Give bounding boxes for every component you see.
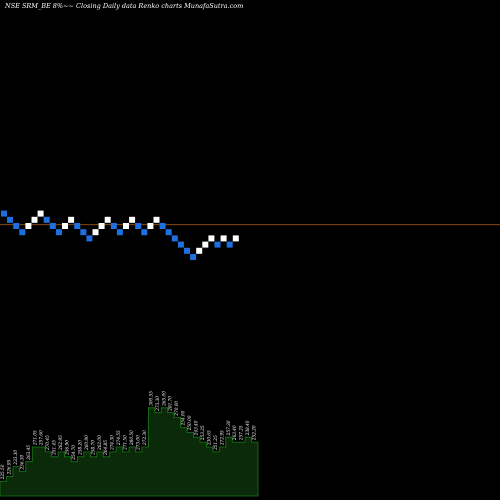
- up-brick: [62, 223, 68, 229]
- volume-label: 274.30: [110, 435, 115, 451]
- volume-label: 281.70: [168, 396, 173, 412]
- volume-label: 257.30: [226, 420, 231, 436]
- volume-label: 236.30: [19, 455, 24, 471]
- up-brick: [37, 210, 44, 217]
- volume-label: 273.00: [135, 435, 140, 451]
- volume-label: 273.30: [155, 396, 160, 412]
- down-brick: [49, 223, 56, 229]
- down-brick: [159, 223, 166, 229]
- down-brick: [110, 223, 117, 229]
- volume-label: 254.70: [71, 445, 76, 461]
- volume-label: 253.25: [200, 425, 205, 441]
- up-brick: [92, 229, 99, 236]
- down-brick: [184, 247, 190, 254]
- up-brick: [147, 223, 154, 229]
- volume-label: 238.40: [245, 420, 250, 436]
- up-brick: [208, 235, 215, 242]
- up-brick: [196, 247, 203, 254]
- volume-label: 263.45: [26, 445, 31, 461]
- down-brick: [171, 235, 178, 242]
- down-brick: [80, 229, 87, 236]
- down-brick: [165, 229, 172, 236]
- down-brick: [1, 210, 7, 217]
- up-brick: [25, 223, 32, 229]
- renko-bricks: [1, 210, 239, 260]
- down-brick: [19, 229, 26, 236]
- down-brick: [226, 241, 233, 248]
- volume-label: 270.00: [174, 401, 179, 417]
- volume-label: 264.85: [103, 440, 108, 456]
- down-brick: [7, 216, 14, 223]
- volume-label: 274.55: [116, 430, 121, 446]
- down-brick: [214, 241, 221, 248]
- up-brick: [202, 241, 209, 248]
- volume-label: 271.50: [123, 435, 128, 451]
- volume-label: 251.25: [213, 435, 218, 451]
- up-brick: [129, 216, 136, 223]
- chart-title: NSE SRM_BE 8%~~ Closing Daily data Renko…: [4, 2, 243, 10]
- volume-label: 257.60: [39, 430, 44, 446]
- volume-label: 280.50: [129, 430, 134, 446]
- volume-area: [0, 407, 259, 497]
- volume-label: 258.70: [90, 440, 95, 456]
- up-brick: [123, 223, 129, 229]
- volume-label: 225.50: [0, 464, 5, 480]
- down-brick: [190, 254, 197, 260]
- up-brick: [68, 216, 75, 223]
- volume-label: 230.65: [206, 430, 211, 446]
- volume-label: 271.05: [32, 430, 37, 446]
- up-brick: [153, 216, 160, 223]
- volume-label: 257.25: [239, 425, 244, 441]
- up-brick: [31, 216, 38, 223]
- volume-label: 300.55: [148, 391, 153, 406]
- down-brick: [74, 223, 81, 229]
- volume-label: 272.30: [142, 430, 147, 446]
- volume-label: 233.30: [13, 450, 18, 466]
- down-brick: [141, 229, 148, 236]
- volume-label: 226.95: [6, 459, 11, 475]
- volume-label: 260.90: [84, 435, 89, 451]
- down-brick: [55, 229, 62, 236]
- volume-label: 258.20: [77, 440, 82, 456]
- volume-label: 252.20: [252, 425, 257, 441]
- down-brick: [13, 223, 20, 229]
- up-brick: [232, 235, 239, 242]
- volume-label: 272.95: [219, 430, 224, 446]
- up-brick: [104, 216, 111, 223]
- down-brick: [43, 216, 50, 223]
- down-brick: [86, 235, 93, 242]
- volume-label: 265.00: [161, 391, 166, 407]
- down-brick: [177, 241, 184, 248]
- volume-label: 270.45: [45, 435, 50, 451]
- down-brick: [135, 223, 142, 229]
- down-brick: [116, 229, 123, 236]
- volume-label: 263.40: [232, 425, 237, 441]
- volume-label: 262.00: [97, 435, 102, 451]
- volume-label: 256.90: [65, 440, 70, 456]
- up-brick: [220, 235, 227, 242]
- volume-label: 254.00: [181, 410, 186, 426]
- volume-label: 243.40: [194, 420, 199, 436]
- volume-label: 251.45: [52, 440, 57, 456]
- volume-label: 262.95: [58, 435, 63, 451]
- volume-label: 250.00: [187, 415, 192, 431]
- up-brick: [98, 223, 105, 229]
